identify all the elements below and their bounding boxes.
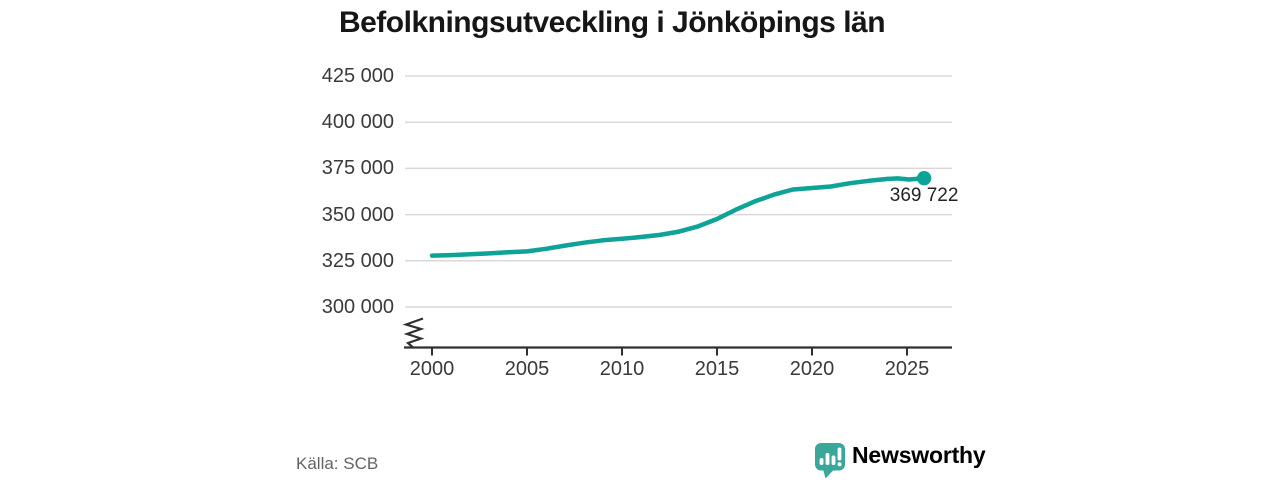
population-line-series <box>429 175 927 258</box>
y-axis-tick-label: 425 000 <box>321 65 394 87</box>
latest-value-dot <box>916 170 932 186</box>
x-axis <box>404 346 952 356</box>
gridlines <box>405 75 952 308</box>
source-note: Källa: SCB <box>296 454 379 473</box>
x-axis-tick-label: 2020 <box>789 358 835 380</box>
x-axis-tick-label: 2005 <box>504 358 550 380</box>
x-axis-tick-label: 2010 <box>599 358 645 380</box>
y-axis-tick-label: 350 000 <box>321 203 394 226</box>
newsworthy-logo: Newsworthy <box>815 442 1015 480</box>
x-axis-tick-label: 2025 <box>884 358 930 380</box>
newsworthy-speech-bubble-bar-chart-icon <box>815 443 845 479</box>
y-axis-break-zigzag-icon <box>402 317 425 349</box>
x-axis-tick-label: 2015 <box>694 358 740 380</box>
y-axis-tick-label: 300 000 <box>321 296 394 318</box>
y-axis-tick-label: 400 000 <box>321 111 394 134</box>
x-axis-tick-label: 2000 <box>409 358 455 380</box>
y-axis-tick-label: 375 000 <box>321 157 394 180</box>
chart-title: Befolkningsutveckling i Jönköpings län <box>338 6 886 39</box>
y-axis-tick-label: 325 000 <box>321 249 394 272</box>
latest-value-label: 369 722 <box>889 184 959 206</box>
newsworthy-logo-text: Newsworthy <box>852 442 986 468</box>
